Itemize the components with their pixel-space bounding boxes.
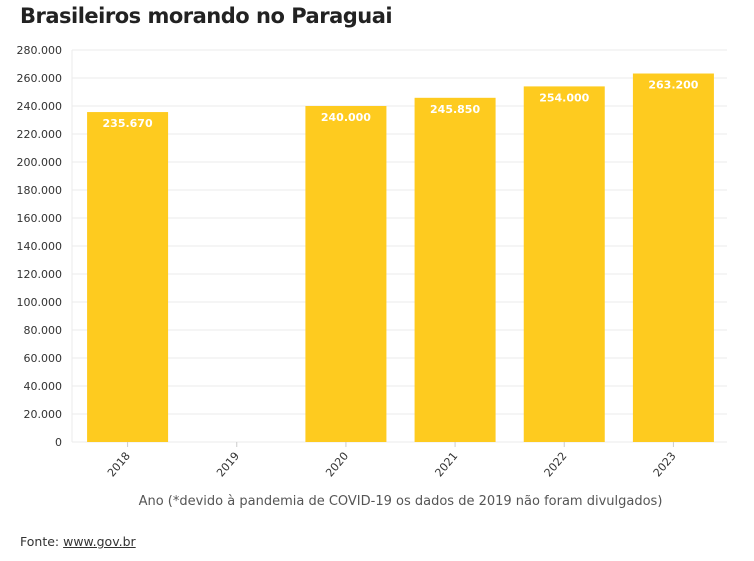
bar-chart: 0 20.000 40.000 60.000 80.000 100.000 120.000 1… [17, 44, 727, 509]
y-tick-label: 200.000 [17, 156, 63, 169]
y-tick-label: 240.000 [17, 100, 63, 113]
x-tick-label: 2019 [214, 450, 242, 480]
y-tick-label: 100.000 [17, 296, 63, 309]
bar-2020 [305, 106, 387, 442]
chart-title: Brasileiros morando no Paraguai [20, 4, 393, 28]
y-tick-label: 280.000 [17, 44, 63, 57]
y-tick-label: 220.000 [17, 128, 63, 141]
y-tick-label: 60.000 [24, 352, 63, 365]
y-tick-label: 120.000 [17, 268, 63, 281]
bar-2018 [87, 112, 169, 442]
data-label-2018: 235.670 [103, 117, 153, 130]
y-tick-label: 20.000 [24, 408, 63, 421]
y-tick-label: 160.000 [17, 212, 63, 225]
source-note: Fonte: www.gov.br [20, 534, 136, 549]
y-tick-label: 80.000 [24, 324, 63, 337]
x-tick-label: 2018 [105, 450, 133, 480]
y-tick-label: 180.000 [17, 184, 63, 197]
x-axis-title: Ano (*devido à pandemia de COVID-19 os d… [139, 494, 663, 509]
data-label-2020: 240.000 [321, 111, 371, 124]
x-tick-label: 2023 [651, 450, 679, 480]
bar-2023 [632, 73, 714, 443]
data-label-2023: 263.200 [648, 79, 698, 92]
y-tick-label: 260.000 [17, 72, 63, 85]
bar-2021 [414, 97, 496, 442]
y-tick-label: 140.000 [17, 240, 63, 253]
y-tick-label: 0 [55, 436, 62, 449]
source-link[interactable]: www.gov.br [63, 534, 136, 549]
x-tick-label: 2022 [542, 450, 570, 480]
y-tick-label: 40.000 [24, 380, 63, 393]
x-tick-label: 2020 [323, 450, 351, 480]
x-tick-label: 2021 [432, 450, 460, 480]
source-label: Fonte: [20, 534, 60, 549]
data-label-2021: 245.850 [430, 103, 480, 116]
bar-2022 [523, 86, 605, 443]
data-label-2022: 254.000 [539, 91, 589, 104]
